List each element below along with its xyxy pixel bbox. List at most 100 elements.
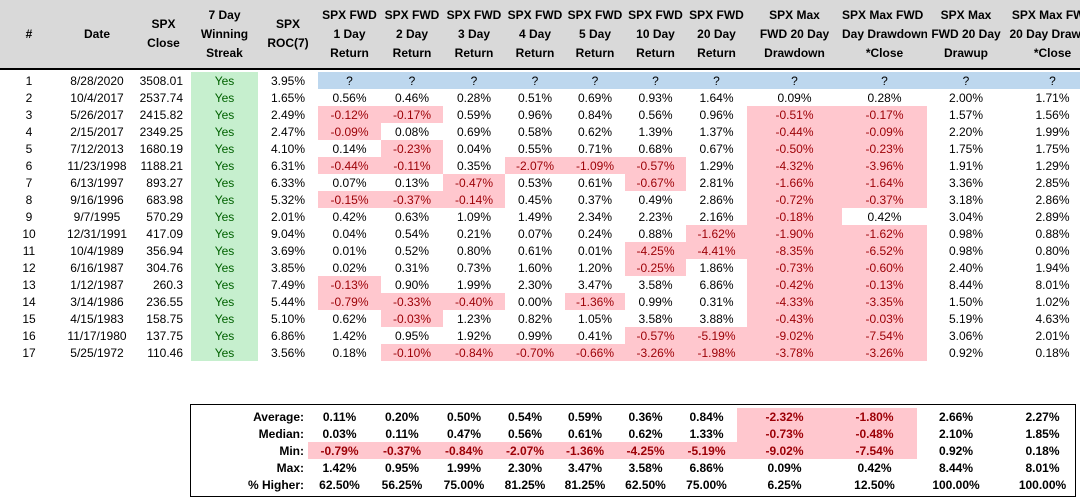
table-cell: 0.62% — [332, 311, 367, 326]
summary-row: Average: 0.11% 0.20% 0.50% 0.54% 0.59% 0.36% 0.… — [0, 408, 1080, 425]
table-cell: 0.67% — [699, 141, 734, 156]
table-cell: 0.56% — [638, 107, 673, 122]
table-cell: 1.37% — [699, 124, 734, 139]
table-cell: 7.49% — [270, 277, 306, 292]
table-cell: 6 — [25, 158, 33, 173]
summary-cell: 75.00% — [686, 477, 727, 492]
table-cell: 2.40% — [948, 260, 984, 275]
table-cell: 0.28% — [867, 90, 902, 105]
table-cell: 5.19% — [948, 311, 984, 326]
table-cell: 1.75% — [1035, 141, 1070, 156]
table-cell: 3508.01 — [139, 73, 183, 88]
summary-cell: -1.80% — [832, 408, 917, 425]
summary-cell: 6.25% — [767, 477, 802, 492]
table-cell: 2.81% — [699, 175, 734, 190]
table-cell: 260.3 — [152, 277, 183, 292]
table-cell: ? — [927, 72, 1005, 89]
results-table: # Date SPX Close 7 Day Winning Streak SPX RO… — [0, 0, 1080, 361]
table-cell: -0.57% — [625, 157, 686, 174]
table-row: 8 9/16/1996 683.98 Yes 5.32% -0.15% -0.37% -0.1… — [0, 191, 1080, 208]
summary-cell: 8.01% — [1025, 460, 1060, 475]
summary-cell: -4.25% — [615, 442, 676, 459]
table-cell: 5.10% — [270, 311, 306, 326]
summary-cell: 8.44% — [938, 460, 974, 475]
summary-cell: 6.86% — [689, 460, 724, 475]
table-cell: 1.02% — [1035, 294, 1070, 309]
column-header: SPX FWD 5 Day Return — [565, 0, 625, 70]
summary-cell: 2.27% — [1025, 409, 1060, 424]
table-cell: 12/31/1991 — [66, 226, 128, 241]
column-header-label: SPX FWD 2 Day Return — [384, 7, 440, 60]
table-row: 3 5/26/2017 2415.82 Yes 2.49% -0.12% -0.17% 0.5… — [0, 106, 1080, 123]
table-cell: -7.54% — [842, 327, 927, 344]
table-cell: 2.00% — [948, 90, 984, 105]
table-cell: -0.11% — [381, 157, 443, 174]
table-cell: -3.78% — [747, 344, 842, 361]
summary-cell: 1.42% — [322, 460, 357, 475]
summary-cell: 1.99% — [446, 460, 482, 475]
table-cell: -0.44% — [318, 157, 381, 174]
summary-cell: 0.92% — [938, 443, 974, 458]
table-cell: 1 — [25, 73, 33, 88]
table-cell: -1.66% — [747, 174, 842, 191]
table-cell: 0.73% — [456, 260, 492, 275]
column-header: SPX Close — [136, 0, 191, 70]
table-cell: 10/4/2017 — [70, 90, 124, 105]
summary-cell: 81.25% — [504, 477, 546, 492]
table-cell: 158.75 — [146, 311, 183, 326]
column-header: SPX FWD 10 Day Return — [625, 0, 686, 70]
table-cell: 2.89% — [1035, 209, 1070, 224]
table-cell: 417.09 — [146, 226, 183, 241]
table-cell: 3.95% — [270, 73, 306, 88]
table-cell: 1.64% — [699, 90, 734, 105]
table-cell: 11/17/1980 — [67, 328, 127, 343]
table-cell: 570.29 — [146, 209, 183, 224]
table-cell: 3.56% — [270, 345, 306, 360]
table-cell: -0.44% — [747, 123, 842, 140]
table-cell: -0.23% — [381, 140, 443, 157]
table-cell: 6.86% — [699, 277, 734, 292]
table-cell: 0.71% — [577, 141, 613, 156]
table-cell: -0.70% — [505, 344, 565, 361]
table-cell: 0.18% — [1035, 345, 1070, 360]
table-cell: 2.86% — [1035, 192, 1070, 207]
table-cell: -3.35% — [842, 293, 927, 310]
table-cell: 0.59% — [456, 107, 492, 122]
summary-cell: 12.50% — [854, 477, 895, 492]
column-header-label: SPX FWD 3 Day Return — [446, 7, 502, 60]
table-cell: 0.99% — [517, 328, 553, 343]
table-row: 5 7/12/2013 1680.19 Yes 4.10% 0.14% -0.23% 0.04… — [0, 140, 1080, 157]
summary-table: Average: 0.11% 0.20% 0.50% 0.54% 0.59% 0.36% 0.… — [0, 404, 1080, 493]
table-cell: 0.14% — [332, 141, 367, 156]
summary-cell: -0.84% — [433, 442, 495, 459]
column-header: SPX Max FWD 20 Day Drawup — [927, 0, 1005, 70]
summary-cell: 0.36% — [628, 409, 663, 424]
table-row: 17 5/25/1972 110.46 Yes 3.56% 0.18% -0.10% -0.8… — [0, 344, 1080, 361]
summary-cell: 62.50% — [625, 477, 666, 492]
summary-cell: -2.32% — [737, 408, 832, 425]
table-cell: -1.09% — [565, 157, 625, 174]
table-cell: -1.64% — [842, 174, 927, 191]
table-cell: 0.58% — [517, 124, 553, 139]
summary-label: Median: — [258, 426, 304, 441]
table-cell: 2.01% — [1035, 328, 1070, 343]
table-cell: 3.69% — [270, 243, 306, 258]
table-cell: Yes — [191, 276, 258, 293]
column-header: 7 Day Winning Streak — [191, 0, 258, 70]
table-cell: Yes — [191, 140, 258, 157]
summary-cell: -9.02% — [737, 442, 832, 459]
table-cell: 4.63% — [1035, 311, 1070, 326]
table-cell: 0.13% — [394, 175, 430, 190]
table-cell: ? — [842, 72, 927, 89]
table-cell: 5.32% — [270, 192, 306, 207]
table-cell: -1.62% — [686, 225, 747, 242]
table-cell: -0.03% — [381, 310, 443, 327]
column-header: SPX FWD 20 Day Return — [686, 0, 747, 70]
column-header-label: SPX Close — [147, 17, 180, 50]
table-cell: 0.01% — [577, 243, 613, 258]
summary-cell: 3.47% — [567, 460, 603, 475]
table-cell: 5/26/2017 — [70, 107, 124, 122]
table-cell: 2.01% — [270, 209, 306, 224]
table-cell: 3.58% — [638, 311, 673, 326]
table-cell: ? — [565, 72, 625, 89]
